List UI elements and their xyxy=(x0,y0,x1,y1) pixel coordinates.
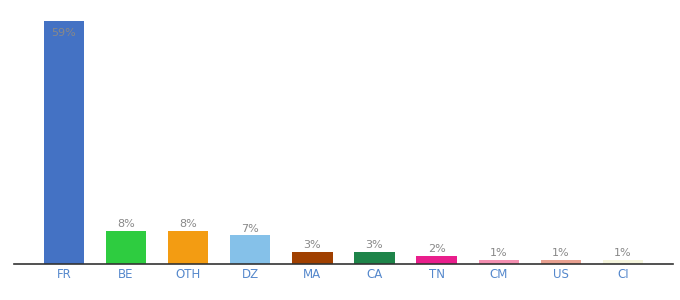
Text: 3%: 3% xyxy=(303,240,321,250)
Bar xyxy=(44,21,84,264)
Text: 59%: 59% xyxy=(52,28,76,38)
Bar xyxy=(603,260,643,264)
Bar xyxy=(292,252,333,264)
Bar xyxy=(230,235,271,264)
Text: 7%: 7% xyxy=(241,224,259,234)
Text: 1%: 1% xyxy=(552,248,570,258)
Text: 8%: 8% xyxy=(179,220,197,230)
Bar xyxy=(541,260,581,264)
Text: 3%: 3% xyxy=(366,240,384,250)
Text: 1%: 1% xyxy=(490,248,507,258)
Text: 1%: 1% xyxy=(614,248,632,258)
Bar xyxy=(105,231,146,264)
Bar xyxy=(479,260,519,264)
Text: 2%: 2% xyxy=(428,244,445,254)
Bar xyxy=(354,252,394,264)
Bar xyxy=(168,231,208,264)
Text: 8%: 8% xyxy=(117,220,135,230)
Bar xyxy=(416,256,457,264)
